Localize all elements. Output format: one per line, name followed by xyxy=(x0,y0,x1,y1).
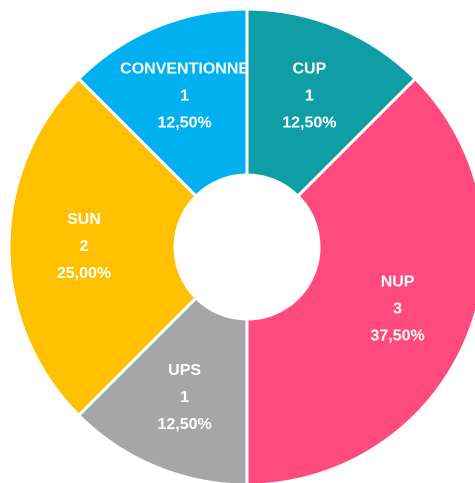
segment-name: NUP xyxy=(381,274,415,291)
donut-segment xyxy=(76,7,249,199)
segment-percentage: 37,50% xyxy=(370,328,424,345)
segment-percentage: 25,00% xyxy=(57,265,111,282)
segment-name: CUP xyxy=(292,61,326,78)
segment-percentage: 12,50% xyxy=(157,416,211,433)
donut-segment xyxy=(245,7,418,199)
segment-value: 2 xyxy=(80,238,89,255)
segment-name: CONVENTIONNE xyxy=(120,61,249,78)
donut-segment xyxy=(7,76,199,418)
donut-segment xyxy=(245,76,475,483)
segment-percentage: 12,50% xyxy=(282,115,336,132)
segment-value: 1 xyxy=(180,88,189,105)
segment-percentage: 12,50% xyxy=(157,115,211,132)
segment-value: 1 xyxy=(305,88,314,105)
segment-value: 1 xyxy=(180,389,189,406)
segment-value: 3 xyxy=(393,301,402,318)
donut-segment xyxy=(76,295,249,483)
segment-name: SUN xyxy=(67,211,101,228)
segment-name: UPS xyxy=(168,362,201,379)
